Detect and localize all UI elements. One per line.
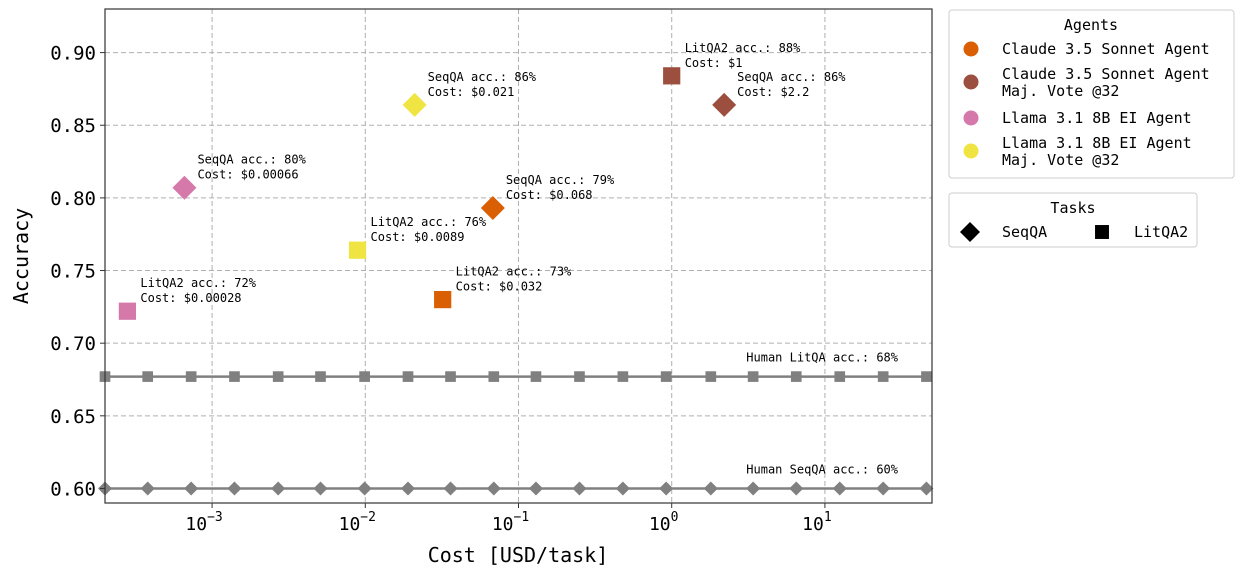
point-annotation: LitQA2 acc.: 88% Cost: $1 [685,41,801,70]
human-seqqa-marker [443,481,458,496]
human-litqa2-marker [660,371,672,382]
legend-dot [963,143,979,159]
legend-dot [963,74,979,90]
human-seqqa-marker [659,481,674,496]
human-litqa2-marker [574,371,585,382]
human-litqa2-marker [921,371,932,382]
point-litqa2 [434,290,452,309]
agents-legend-label: Claude 3.5 Sonnet Agent Maj. Vote @32 [1002,65,1210,100]
agents-legend-label: Claude 3.5 Sonnet Agent [1002,40,1210,58]
point-annotation: SeqQA acc.: 86% Cost: $0.021 [428,70,537,99]
human-seqqa-marker [401,481,416,496]
human-litqa2-marker [705,371,717,382]
human-seqqa-marker [615,481,630,496]
human-litqa2-marker [530,371,542,382]
human-seqqa-marker [789,481,804,496]
tasks-legend-diamond-marker [960,222,980,242]
human-seqqa-marker [486,481,501,496]
human-seqqa-marker [227,481,242,496]
tasks-legend-title: Tasks [1050,199,1095,217]
human-seqqa-marker [746,481,761,496]
human-litqa2-marker [229,371,240,382]
y-tick-label: 0.80 [50,188,96,210]
agents-legend-title: Agents [1064,16,1118,34]
human-litqa2-marker [834,371,846,382]
point-seqqa [712,92,737,117]
human-litqa2-marker [617,371,629,382]
point-litqa2 [118,302,136,320]
x-tick-label: 10−3 [185,510,222,535]
y-tick-label: 0.75 [50,261,96,283]
x-tick-label: 101 [802,510,832,535]
agents-legend: Agents Claude 3.5 Sonnet Agent Claude 3.5 … [948,9,1235,179]
legends: Agents Claude 3.5 Sonnet Agent Claude 3.5 … [948,9,1235,248]
agents-legend-label: Llama 3.1 8B EI Agent [1002,109,1192,127]
human-seqqa-marker [140,481,155,496]
human-seqqa-marker [313,481,328,496]
human-seqqa-marker [528,481,543,496]
human-litqa2-marker [445,371,456,382]
data-points [118,67,737,320]
human-litqa2-marker [402,371,414,382]
y-tick-label: 0.90 [50,43,96,65]
human-litqa2-marker [185,371,197,382]
y-tick-label: 0.85 [50,115,96,137]
point-annotation: SeqQA acc.: 80% Cost: $0.00066 [197,153,306,182]
y-tick-label: 0.60 [50,478,96,500]
human-litqa2-marker [747,371,759,382]
human-litqa2-marker [790,371,802,382]
point-annotation: SeqQA acc.: 86% Cost: $2.2 [737,70,846,99]
human-seqqa-label: Human SeqQA acc.: 60% [746,462,898,476]
legend-dot [963,41,979,57]
human-litqa2-marker [359,371,370,382]
point-annotations: SeqQA acc.: 79% Cost: $0.068 LitQA2 acc.: … [140,41,846,305]
point-annotation: LitQA2 acc.: 73% Cost: $0.032 [456,265,572,294]
agents-legend-label: Llama 3.1 8B EI Agent Maj. Vote @32 [1002,134,1192,169]
human-litqa2-marker [315,371,326,382]
y-axis-label: Accuracy [9,208,33,304]
human-seqqa-marker [357,481,372,496]
x-tick-label: 10−2 [339,510,376,535]
x-tick-label: 100 [649,510,679,535]
y-axis-ticks: 0.60 0.65 0.70 0.75 0.80 0.85 0.90 [50,43,105,500]
y-tick-label: 0.65 [50,406,96,428]
human-litqa2-marker [142,371,154,382]
human-litqa2-marker [877,371,889,382]
point-litqa2 [348,241,367,259]
human-seqqa-marker [703,481,718,496]
human-seqqa-marker [876,481,891,496]
y-tick-label: 0.70 [50,333,96,355]
x-tick-label: 10−1 [492,510,529,535]
human-litqa2-marker [272,371,284,382]
point-seqqa [480,196,505,221]
human-seqqa-marker [832,481,847,496]
x-axis-label: Cost [USD/task] [428,543,609,567]
x-axis-ticks: 10−3 10−2 10−1 100 101 [185,503,832,535]
point-annotation: LitQA2 acc.: 76% Cost: $0.0089 [371,215,487,244]
point-annotation: LitQA2 acc.: 72% Cost: $0.00028 [140,276,256,305]
legend-dot [963,110,979,126]
human-seqqa-marker [184,481,199,496]
human-seqqa-marker [919,481,934,496]
point-seqqa [172,175,197,200]
human-seqqa-marker [572,481,587,496]
tasks-legend-label: SeqQA [1002,223,1047,241]
human-reference-lines: Human LitQA acc.: 68% Human SeqQA acc.: 6… [98,351,934,496]
human-litqa2-marker [488,371,500,382]
human-litqa2-label: Human LitQA acc.: 68% [746,351,898,365]
human-seqqa-marker [271,481,286,496]
point-annotation: SeqQA acc.: 79% Cost: $0.068 [506,173,615,202]
tasks-legend-label: LitQA2 [1134,223,1188,241]
tasks-legend-square-marker [1095,225,1109,239]
point-seqqa [402,92,427,117]
point-litqa2 [663,67,681,85]
